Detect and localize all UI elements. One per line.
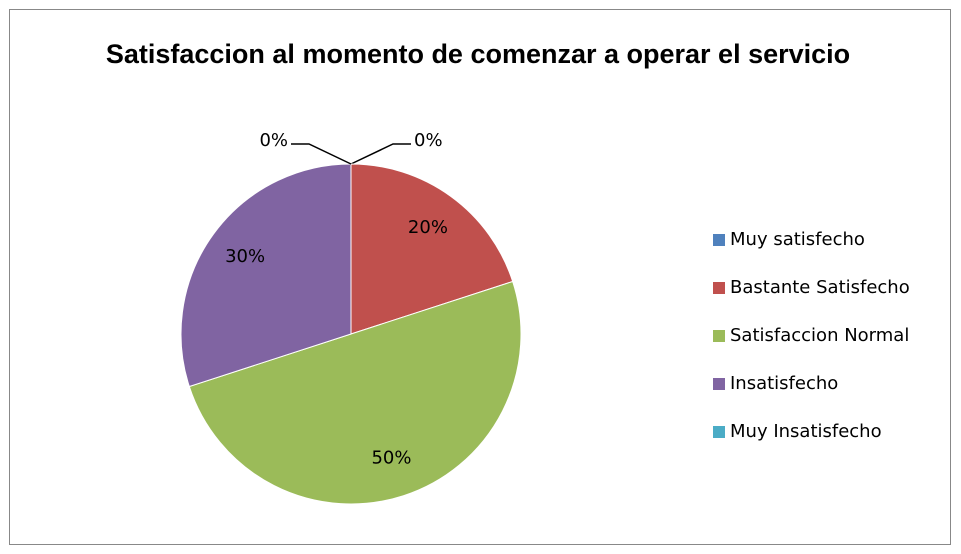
pie-slice: [188, 280, 522, 505]
data-label: 20%: [408, 217, 448, 238]
pie-slice: [180, 163, 352, 388]
legend-label: Insatisfecho: [730, 373, 838, 394]
data-label: 50%: [371, 447, 411, 468]
legend-label: Bastante Satisfecho: [730, 277, 910, 298]
data-label: 30%: [225, 246, 265, 267]
legend-label: Muy satisfecho: [730, 229, 865, 250]
leader-line: [291, 143, 352, 165]
legend-label: Satisfaccion Normal: [730, 325, 909, 346]
legend-swatch: [713, 378, 725, 390]
legend-swatch: [713, 426, 725, 438]
leader-line: [350, 143, 411, 165]
data-label: 0%: [414, 130, 443, 151]
pie-slice: [350, 163, 514, 335]
chart-title: Satisfaccion al momento de comenzar a op…: [105, 39, 851, 69]
legend-swatch: [713, 282, 725, 294]
legend-swatch: [713, 330, 725, 342]
legend-swatch: [713, 234, 725, 246]
data-label: 0%: [259, 130, 288, 151]
legend-label: Muy Insatisfecho: [730, 421, 882, 442]
